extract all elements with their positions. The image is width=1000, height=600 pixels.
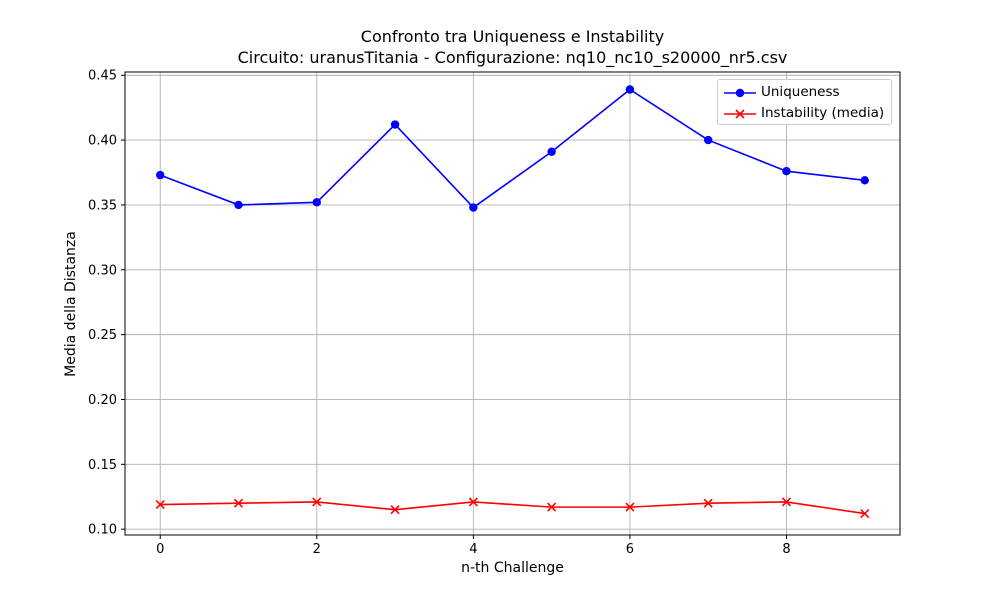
x-tick-label: 2 bbox=[313, 542, 321, 557]
legend-entry-uniqueness: Uniqueness bbox=[718, 83, 891, 103]
data-point bbox=[312, 198, 321, 207]
plot-frame bbox=[124, 71, 901, 536]
data-point bbox=[625, 502, 635, 512]
data-point bbox=[156, 170, 165, 180]
data-point bbox=[547, 147, 556, 156]
data-point bbox=[312, 497, 322, 507]
y-tick-label: 0.20 bbox=[88, 393, 117, 408]
data-point bbox=[782, 167, 791, 176]
legend-label-instability: Instability (media) bbox=[761, 105, 885, 121]
y-tick-label: 0.35 bbox=[88, 198, 117, 213]
series-instability bbox=[155, 497, 870, 519]
x-tick-label: 8 bbox=[782, 542, 790, 557]
x-tick-label: 4 bbox=[469, 542, 477, 557]
legend: Uniqueness Instability (media) bbox=[717, 79, 892, 125]
data-point bbox=[860, 176, 869, 185]
data-point bbox=[468, 497, 478, 507]
y-tick-label: 0.10 bbox=[88, 523, 117, 538]
data-point bbox=[547, 502, 557, 512]
grid bbox=[125, 72, 900, 535]
data-point bbox=[390, 505, 400, 515]
chart-subtitle: Circuito: uranusTitania - Configurazione… bbox=[237, 48, 788, 67]
data-point bbox=[234, 200, 243, 210]
y-tick-label: 0.15 bbox=[88, 458, 117, 473]
series-line bbox=[160, 501, 865, 515]
data-point bbox=[860, 509, 870, 519]
y-tick-label: 0.25 bbox=[88, 328, 117, 343]
chart-title: Confronto tra Uniqueness e Instability bbox=[360, 27, 665, 46]
data-point bbox=[390, 120, 400, 129]
data-point bbox=[469, 203, 478, 212]
series-line bbox=[159, 88, 865, 209]
series-area bbox=[155, 85, 870, 519]
legend-entry-instability: Instability (media) bbox=[718, 104, 891, 124]
data-point bbox=[704, 135, 713, 145]
x-tick-label: 6 bbox=[626, 542, 634, 557]
legend-label-uniqueness: Uniqueness bbox=[761, 84, 840, 100]
legend-marker-circle-icon bbox=[724, 88, 756, 98]
data-point bbox=[625, 85, 635, 94]
y-axis-label: Media della Distanza bbox=[63, 231, 79, 377]
y-tick-label: 0.30 bbox=[88, 263, 117, 278]
x-tick-label: 0 bbox=[156, 542, 164, 557]
y-tick-label: 0.45 bbox=[88, 69, 117, 84]
data-point bbox=[703, 498, 713, 508]
data-point bbox=[155, 499, 165, 510]
y-tick-label: 0.40 bbox=[88, 134, 117, 149]
x-axis-label: n-th Challenge bbox=[461, 560, 564, 576]
series-uniqueness bbox=[156, 85, 869, 212]
legend-marker-x-icon bbox=[724, 109, 756, 119]
data-point bbox=[781, 497, 792, 507]
axis-ticks: 0 2 4 6 8 0.10 0.15 0.20 0.25 0.30 0.35 0.40 0.45 bbox=[88, 69, 791, 557]
data-point bbox=[233, 498, 244, 508]
